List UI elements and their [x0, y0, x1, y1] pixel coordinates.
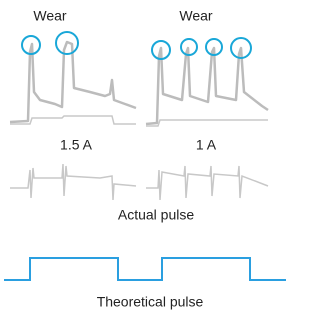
current-trace [146, 166, 268, 200]
current-trace [10, 164, 136, 200]
wear-label: Wear [179, 8, 213, 24]
actual-caption: Actual pulse [118, 207, 194, 223]
theoretical-caption: Theoretical pulse [97, 294, 204, 310]
current-label: 1 A [196, 137, 217, 153]
wear-label: Wear [33, 8, 67, 24]
theoretical-pulse [4, 258, 286, 280]
current-label: 1.5 A [60, 137, 93, 153]
figure: Wear Wear 1.5 A 1 A Actual pulse Theoret… [0, 0, 288, 315]
actual-trace [146, 120, 268, 126]
